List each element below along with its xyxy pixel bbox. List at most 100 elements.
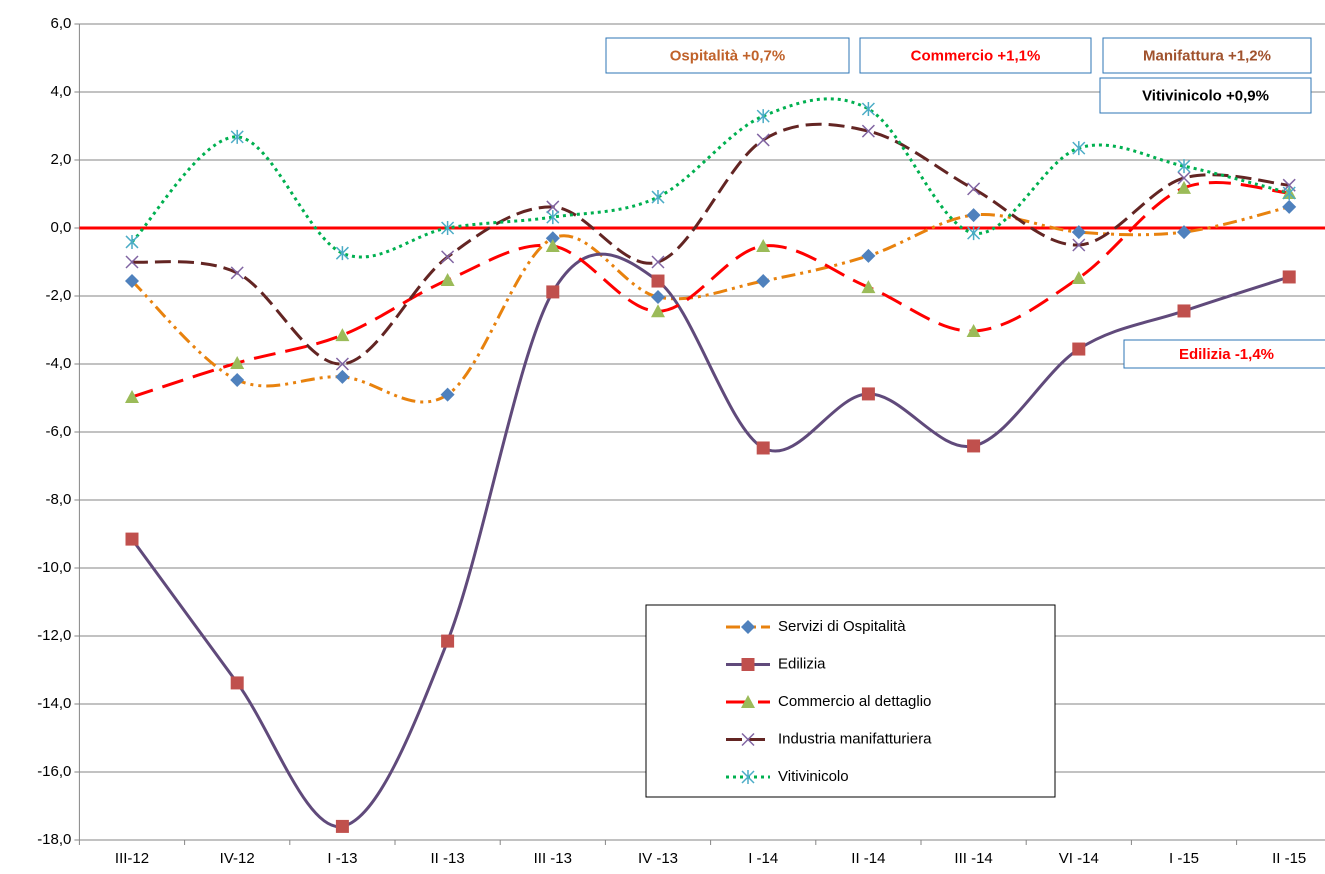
legend-label: Industria manifatturiera: [778, 730, 932, 747]
y-tick-label: 4,0: [51, 83, 72, 100]
x-tick-label: I -13: [327, 850, 357, 867]
y-tick-label: -16,0: [37, 763, 71, 780]
x-tick-label: IV-12: [220, 850, 255, 867]
marker: [441, 250, 455, 264]
x-tick-label: II -14: [851, 850, 885, 867]
marker: [756, 441, 770, 455]
marker: [861, 124, 875, 138]
marker: [546, 285, 560, 299]
marker: [230, 372, 245, 387]
x-tick-label: II -15: [1272, 850, 1306, 867]
x-tick-label: I -15: [1169, 850, 1199, 867]
marker: [741, 770, 755, 784]
marker: [741, 732, 755, 747]
marker: [1071, 270, 1086, 284]
marker: [651, 304, 665, 318]
x-tick-label: VI -14: [1059, 850, 1099, 867]
y-tick-label: -18,0: [37, 831, 71, 848]
marker: [967, 226, 981, 241]
marker: [545, 239, 560, 253]
marker: [1177, 159, 1191, 174]
marker: [651, 274, 665, 288]
marker: [861, 387, 875, 401]
marker: [546, 200, 560, 214]
annotation-box: [605, 37, 850, 74]
marker: [335, 369, 350, 384]
marker: [545, 231, 560, 246]
marker: [546, 210, 560, 225]
marker: [230, 266, 244, 280]
legend-label: Vitivinicolo: [778, 768, 849, 785]
marker: [125, 274, 139, 289]
marker: [1282, 185, 1296, 200]
marker: [1072, 342, 1086, 356]
marker: [651, 255, 665, 269]
marker: [1177, 180, 1191, 194]
marker: [1072, 238, 1086, 252]
marker: [335, 246, 349, 261]
marker: [230, 355, 245, 369]
x-tick-label: I -14: [748, 850, 778, 867]
annotation: Edilizia -1,4%: [1179, 346, 1274, 363]
legend-label: Edilizia: [778, 655, 826, 672]
marker: [651, 190, 665, 205]
marker: [1282, 199, 1297, 214]
x-tick-label: IV -13: [638, 850, 678, 867]
marker: [441, 221, 455, 235]
y-tick-label: -14,0: [37, 695, 71, 712]
marker: [441, 634, 455, 648]
marker: [741, 658, 755, 671]
marker: [756, 239, 771, 253]
x-tick-label: III-12: [115, 850, 149, 867]
marker: [1072, 141, 1086, 156]
marker: [1177, 225, 1191, 240]
marker: [125, 532, 139, 546]
marker: [651, 290, 665, 305]
x-tick-label: III -13: [534, 850, 572, 867]
annotation-box: [1123, 339, 1325, 369]
y-tick-label: -4,0: [46, 355, 72, 372]
annotation: Manifattura +1,2%: [1143, 47, 1271, 64]
marker: [861, 102, 875, 116]
marker: [966, 208, 981, 223]
marker: [1177, 171, 1191, 185]
y-tick-label: 6,0: [51, 15, 72, 32]
marker: [230, 129, 244, 144]
marker: [125, 255, 139, 269]
legend-label: Servizi di Ospitalità: [778, 618, 906, 635]
marker: [1177, 304, 1191, 318]
marker: [861, 280, 876, 294]
y-tick-label: 0,0: [51, 219, 72, 236]
marker: [230, 676, 244, 690]
marker: [967, 439, 981, 453]
y-tick-label: -8,0: [46, 491, 72, 508]
annotation: Ospitalità +0,7%: [670, 47, 785, 64]
marker: [966, 324, 981, 338]
y-tick-label: -12,0: [37, 627, 71, 644]
marker: [125, 389, 139, 403]
marker: [335, 357, 349, 371]
marker: [1071, 225, 1086, 240]
y-tick-label: -2,0: [46, 287, 72, 304]
annotation-box: [1102, 37, 1312, 74]
marker: [440, 273, 455, 287]
marker: [741, 620, 755, 634]
marker: [440, 387, 455, 402]
series-line: [131, 181, 1290, 399]
marker: [861, 248, 876, 263]
y-tick-label: -10,0: [37, 559, 71, 576]
marker: [125, 234, 139, 249]
annotation: Vitivinicolo +0,9%: [1142, 87, 1269, 104]
x-tick-label: II -13: [431, 850, 465, 867]
x-tick-label: III -14: [954, 850, 992, 867]
legend-label: Commercio al dettaglio: [778, 693, 931, 710]
marker: [335, 819, 349, 833]
marker: [967, 182, 981, 196]
marker: [335, 328, 350, 342]
annotation: Commercio +1,1%: [911, 47, 1041, 64]
legend-box: [645, 604, 1056, 798]
marker: [756, 133, 770, 147]
marker: [741, 695, 755, 708]
marker: [756, 109, 770, 124]
